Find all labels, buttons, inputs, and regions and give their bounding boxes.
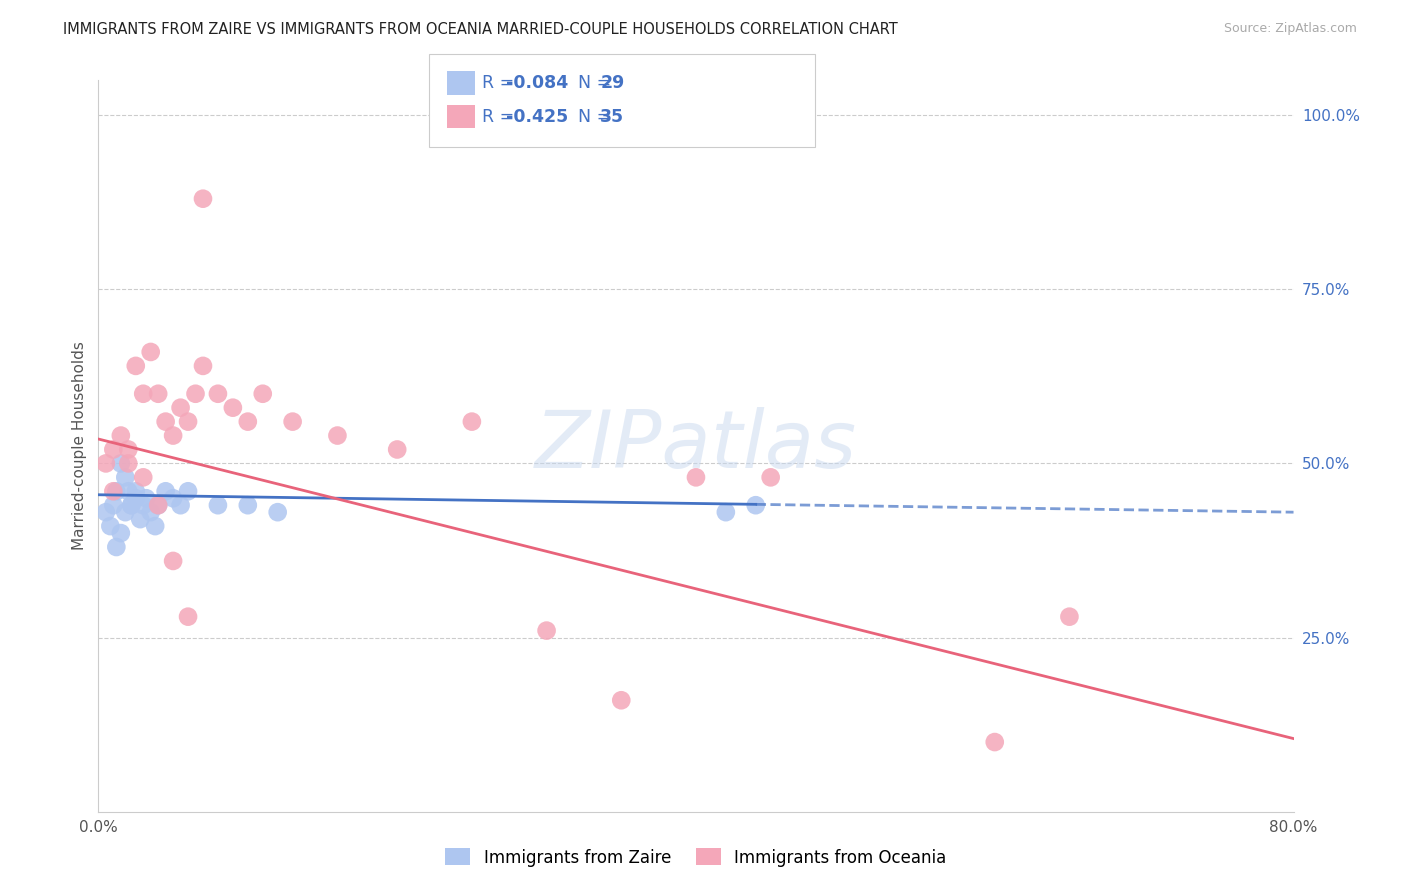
Point <box>110 428 132 442</box>
Text: 35: 35 <box>600 108 624 126</box>
Text: 29: 29 <box>600 74 624 92</box>
Point <box>169 401 191 415</box>
Point <box>135 491 157 506</box>
Point <box>148 498 170 512</box>
Text: R =: R = <box>482 74 520 92</box>
Point <box>103 498 125 512</box>
Point <box>94 457 117 471</box>
Text: ZIPatlas: ZIPatlas <box>534 407 858 485</box>
Point <box>162 428 184 442</box>
Point <box>236 498 259 512</box>
Point <box>132 498 155 512</box>
Point <box>117 442 139 457</box>
Point <box>326 428 349 442</box>
Point <box>132 386 155 401</box>
Point <box>120 498 142 512</box>
Point <box>610 693 633 707</box>
Point <box>385 442 409 457</box>
Text: -0.425: -0.425 <box>506 108 568 126</box>
Point <box>117 457 139 471</box>
Point <box>685 470 707 484</box>
Legend: Immigrants from Zaire, Immigrants from Oceania: Immigrants from Zaire, Immigrants from O… <box>436 838 956 877</box>
Point <box>114 470 136 484</box>
Text: N =: N = <box>567 74 616 92</box>
Text: Source: ZipAtlas.com: Source: ZipAtlas.com <box>1223 22 1357 36</box>
Point <box>222 401 245 415</box>
Point <box>162 554 184 568</box>
Point <box>745 498 768 512</box>
Point <box>184 386 207 401</box>
Text: IMMIGRANTS FROM ZAIRE VS IMMIGRANTS FROM OCEANIA MARRIED-COUPLE HOUSEHOLDS CORRE: IMMIGRANTS FROM ZAIRE VS IMMIGRANTS FROM… <box>63 22 898 37</box>
Point <box>110 526 132 541</box>
Point <box>162 491 184 506</box>
Point <box>132 470 155 484</box>
Point <box>103 484 125 499</box>
Point <box>281 415 304 429</box>
Text: N =: N = <box>567 108 616 126</box>
Point <box>120 498 142 512</box>
Point <box>139 345 162 359</box>
Point <box>461 415 484 429</box>
Point <box>94 505 117 519</box>
Point <box>236 415 259 429</box>
Point <box>207 386 229 401</box>
Point <box>191 192 214 206</box>
Point <box>714 505 737 519</box>
Point <box>105 484 128 499</box>
Point <box>110 457 132 471</box>
Point <box>252 386 274 401</box>
Point <box>207 498 229 512</box>
Point <box>169 498 191 512</box>
Point <box>536 624 558 638</box>
Point <box>105 540 128 554</box>
Point <box>98 519 122 533</box>
Point <box>148 498 170 512</box>
Y-axis label: Married-couple Households: Married-couple Households <box>72 342 87 550</box>
Point <box>191 359 214 373</box>
Point <box>1059 609 1081 624</box>
Point <box>155 415 177 429</box>
Point <box>103 442 125 457</box>
Point <box>759 470 782 484</box>
Point <box>177 484 200 499</box>
Point <box>125 359 148 373</box>
Text: R =: R = <box>482 108 520 126</box>
Point <box>984 735 1007 749</box>
Point <box>139 505 162 519</box>
Text: -0.084: -0.084 <box>506 74 568 92</box>
Point <box>177 415 200 429</box>
Point <box>114 505 136 519</box>
Point <box>129 512 152 526</box>
Point <box>125 491 148 506</box>
Point <box>143 519 166 533</box>
Point <box>177 609 200 624</box>
Point <box>125 484 148 499</box>
Point <box>117 484 139 499</box>
Point <box>155 484 177 499</box>
Point <box>148 386 170 401</box>
Point <box>267 505 290 519</box>
